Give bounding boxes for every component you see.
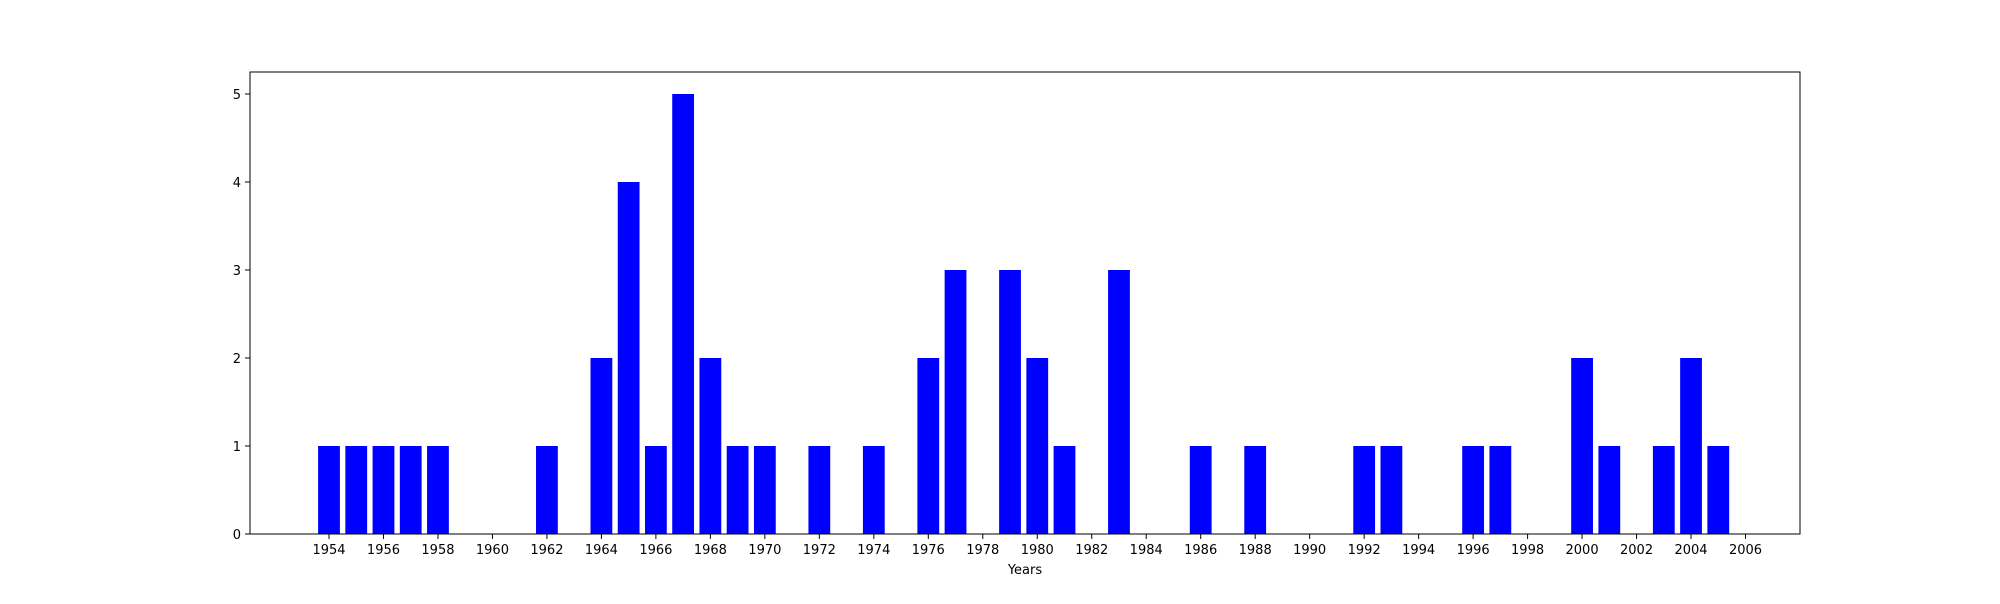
x-tick-label-1972: 1972 bbox=[803, 543, 836, 558]
x-tick-label-1958: 1958 bbox=[421, 543, 454, 558]
x-tick-label-1954: 1954 bbox=[312, 543, 345, 558]
bar-1968 bbox=[699, 358, 722, 534]
bar-1974 bbox=[862, 446, 885, 534]
y-tick-label-3: 3 bbox=[233, 264, 241, 279]
x-tick-label-1988: 1988 bbox=[1239, 543, 1272, 558]
bar-1979 bbox=[999, 270, 1021, 534]
bar-1993 bbox=[1380, 446, 1403, 534]
x-axis-label: Years bbox=[1007, 563, 1043, 578]
x-tick-label-1982: 1982 bbox=[1075, 543, 1108, 558]
x-tick-label-1984: 1984 bbox=[1130, 543, 1163, 558]
x-tick-label-1960: 1960 bbox=[476, 543, 509, 558]
bar-1983 bbox=[1108, 270, 1130, 534]
x-tick-label-2006: 2006 bbox=[1729, 543, 1762, 558]
bar-1966 bbox=[644, 446, 667, 534]
bar-1972 bbox=[808, 446, 831, 534]
plot-area-frame bbox=[249, 71, 1801, 535]
bar-1977 bbox=[944, 270, 967, 534]
x-tick-label-1964: 1964 bbox=[585, 543, 618, 558]
x-tick-label-1986: 1986 bbox=[1184, 543, 1217, 558]
x-tick-label-2002: 2002 bbox=[1620, 543, 1653, 558]
y-tick-label-0: 0 bbox=[233, 528, 241, 543]
x-tick-label-1978: 1978 bbox=[966, 543, 999, 558]
bar-2005 bbox=[1707, 446, 1730, 534]
bar-1962 bbox=[536, 446, 558, 534]
bar-1988 bbox=[1244, 446, 1267, 534]
bar-1954 bbox=[318, 446, 340, 534]
bar-2004 bbox=[1680, 358, 1702, 534]
bar-1970 bbox=[753, 446, 776, 534]
bar-1957 bbox=[399, 446, 422, 534]
x-tick-label-1976: 1976 bbox=[912, 543, 945, 558]
bar-1955 bbox=[345, 446, 368, 534]
x-tick-label-1974: 1974 bbox=[857, 543, 890, 558]
bar-2001 bbox=[1598, 446, 1621, 534]
bar-2003 bbox=[1652, 446, 1675, 534]
bar-1992 bbox=[1353, 446, 1376, 534]
bar-1986 bbox=[1189, 446, 1212, 534]
bar-1965 bbox=[617, 182, 640, 534]
x-tick-label-1966: 1966 bbox=[639, 543, 672, 558]
bar-1997 bbox=[1489, 446, 1512, 534]
bar-1980 bbox=[1026, 358, 1049, 534]
x-axis-ticks: 1954 1956 1958 1960 1962 1964 1966 1968 1970 1972… bbox=[312, 534, 1762, 558]
y-axis-ticks: 0 1 2 3 4 5 bbox=[233, 88, 250, 543]
bar-1981 bbox=[1053, 446, 1076, 534]
x-tick-label-2004: 2004 bbox=[1674, 543, 1707, 558]
x-tick-label-2000: 2000 bbox=[1566, 543, 1599, 558]
x-tick-label-1998: 1998 bbox=[1511, 543, 1544, 558]
y-tick-label-5: 5 bbox=[233, 88, 241, 103]
x-tick-label-1994: 1994 bbox=[1402, 543, 1435, 558]
x-tick-label-1990: 1990 bbox=[1293, 543, 1326, 558]
bar-1969 bbox=[726, 446, 749, 534]
x-tick-label-1968: 1968 bbox=[694, 543, 727, 558]
x-tick-label-1970: 1970 bbox=[748, 543, 781, 558]
bar-1958 bbox=[427, 446, 449, 534]
x-tick-label-1980: 1980 bbox=[1021, 543, 1054, 558]
y-tick-label-2: 2 bbox=[233, 352, 241, 367]
x-tick-label-1992: 1992 bbox=[1348, 543, 1381, 558]
y-tick-label-1: 1 bbox=[233, 440, 241, 455]
bar-1976 bbox=[917, 358, 940, 534]
bar-1967 bbox=[672, 94, 695, 534]
x-tick-label-1996: 1996 bbox=[1457, 543, 1490, 558]
x-tick-label-1956: 1956 bbox=[367, 543, 400, 558]
x-tick-label-1962: 1962 bbox=[530, 543, 563, 558]
bar-1964 bbox=[590, 358, 613, 534]
bar-1956 bbox=[372, 446, 395, 534]
bars-layer bbox=[318, 94, 1730, 534]
y-tick-label-4: 4 bbox=[233, 176, 241, 191]
bar-2000 bbox=[1571, 358, 1593, 534]
bar-1996 bbox=[1462, 446, 1485, 534]
